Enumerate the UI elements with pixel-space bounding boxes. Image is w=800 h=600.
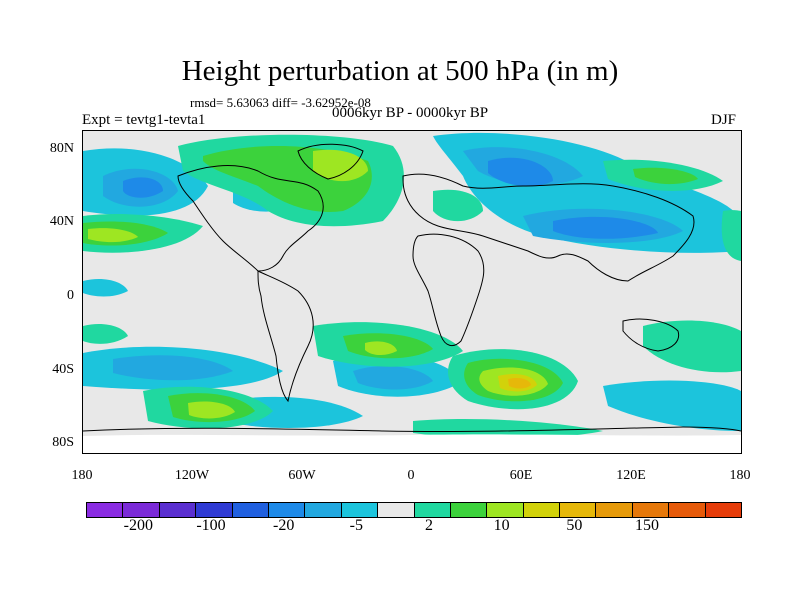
lon-tick-120e: 120E <box>616 468 646 483</box>
colorbar-swatch <box>232 503 269 517</box>
colorbar-swatch <box>378 503 415 517</box>
colorbar-label: 50 <box>566 517 583 534</box>
colorbar-swatch <box>123 503 160 517</box>
colorbar-swatch <box>450 503 488 517</box>
colorbar-swatch <box>632 503 670 517</box>
colorbar-label: -200 <box>123 517 153 534</box>
lat-tick-80n: 80N <box>49 141 74 156</box>
experiment-label: Expt = tevtg1-tevta1 <box>82 112 206 128</box>
lat-tick-80s: 80S <box>52 435 74 450</box>
lon-tick-0: 0 <box>407 468 415 483</box>
lat-tick-40s: 40S <box>52 362 74 377</box>
colorbar-swatch <box>523 503 561 517</box>
colorbar-swatch <box>196 503 233 517</box>
colorbar-swatch <box>305 503 342 517</box>
lat-tick-equator: 0 <box>67 288 74 303</box>
colorbar-label: -100 <box>196 517 226 534</box>
lon-tick-60e: 60E <box>509 468 533 483</box>
map-panel <box>82 130 742 454</box>
lat-tick-40n: 40N <box>49 214 74 229</box>
colorbar-label: -5 <box>349 517 363 534</box>
lon-tick-180w: 180 <box>71 468 93 483</box>
lon-tick-180e: 180 <box>729 468 751 483</box>
colorbar-swatch <box>705 503 742 517</box>
colorbar-swatch <box>268 503 306 517</box>
coastlines <box>83 143 741 433</box>
positive-anomaly-fields <box>83 134 741 439</box>
lon-tick-120w: 120W <box>174 468 210 483</box>
polar-mask <box>83 434 741 453</box>
colorbar-label: 150 <box>635 517 659 534</box>
contour-map <box>83 132 741 453</box>
colorbar-swatch <box>341 503 379 517</box>
colorbar-swatch <box>560 503 597 517</box>
colorbar-swatch <box>487 503 524 517</box>
map-title: Height perturbation at 500 hPa (in m) <box>181 55 619 87</box>
colorbar <box>86 502 742 518</box>
colorbar-swatch <box>596 503 633 517</box>
colorbar-swatch <box>669 503 706 517</box>
colorbar-label: -20 <box>272 517 295 534</box>
season-label: DJF <box>711 112 737 128</box>
colorbar-label: 10 <box>493 517 510 534</box>
colorbar-swatch <box>414 503 451 517</box>
colorbar-label: 2 <box>425 517 433 534</box>
lon-tick-60w: 60W <box>288 468 316 483</box>
colorbar-swatch <box>87 503 124 517</box>
rmsd-stats: rmsd= 5.63063 diff= -3.62952e-08 <box>190 95 371 110</box>
period-label: 0006kyr BP - 0000kyr BP <box>331 105 489 121</box>
colorbar-swatch <box>159 503 197 517</box>
